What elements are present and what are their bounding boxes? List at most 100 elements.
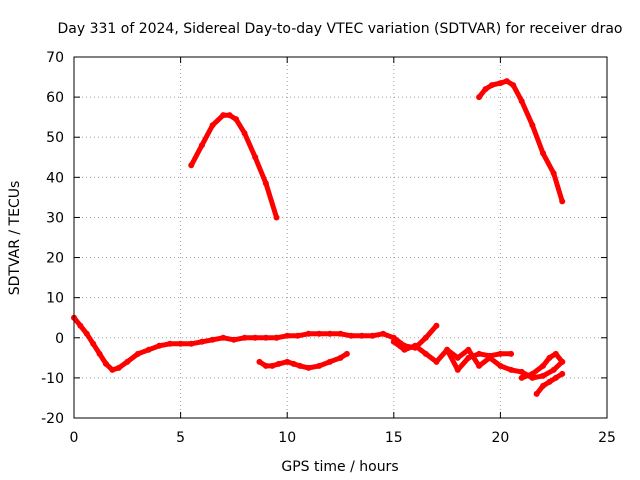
data-point <box>262 334 269 341</box>
y-tick-label: -10 <box>41 371 64 387</box>
y-tick-label: 30 <box>46 210 64 226</box>
y-tick-label: 40 <box>46 170 64 186</box>
data-point <box>305 364 312 371</box>
data-point <box>559 358 566 365</box>
data-point <box>422 334 429 341</box>
data-point <box>503 78 510 85</box>
y-tick-label: 10 <box>46 291 64 307</box>
data-point <box>540 372 547 379</box>
data-point <box>518 374 525 381</box>
data-point <box>529 122 536 129</box>
x-tick-label: 10 <box>278 430 296 446</box>
series-line-peak-arc-1 <box>188 112 279 220</box>
x-tick-label: 5 <box>176 430 185 446</box>
data-point <box>296 362 303 369</box>
data-point <box>486 354 493 361</box>
data-point <box>380 330 387 337</box>
data-point <box>241 334 248 341</box>
data-point <box>275 360 282 367</box>
data-point <box>230 336 237 343</box>
x-tick-label: 15 <box>385 430 403 446</box>
data-point <box>198 338 205 345</box>
data-point <box>77 322 84 329</box>
data-point <box>343 350 350 357</box>
data-point <box>358 332 365 339</box>
data-point <box>269 362 276 369</box>
data-point <box>546 354 553 361</box>
data-point <box>262 362 269 369</box>
data-point <box>226 112 233 119</box>
data-point <box>115 364 122 371</box>
data-point <box>550 170 557 177</box>
data-point <box>497 350 504 357</box>
tick-labels: 0 5 10 15 20 25 -20 -10 0 10 20 30 40 50 60 70 <box>41 50 616 446</box>
data-point <box>454 366 461 373</box>
data-point <box>124 358 131 365</box>
data-point <box>476 94 483 101</box>
x-tick-label: 25 <box>598 430 616 446</box>
data-point <box>529 370 536 377</box>
data-point <box>454 354 461 361</box>
data-point <box>444 346 451 353</box>
data-point <box>497 80 504 87</box>
data-point <box>241 130 248 137</box>
x-tick-label: 0 <box>70 430 79 446</box>
data-point <box>156 342 163 349</box>
data-point <box>220 334 227 341</box>
chart-title: Day 331 of 2024, Sidereal Day-to-day VTE… <box>57 21 622 37</box>
data-point <box>326 330 333 337</box>
data-point <box>294 332 301 339</box>
data-point <box>369 332 376 339</box>
data-point <box>546 378 553 385</box>
data-point <box>90 340 97 347</box>
data-point <box>433 322 440 329</box>
data-point <box>177 340 184 347</box>
data-point <box>256 358 263 365</box>
y-axis-label: SDTVAR / TECUs <box>7 181 23 296</box>
data-point <box>540 150 547 157</box>
data-point <box>559 198 566 205</box>
data-point <box>337 354 344 361</box>
data-point <box>433 358 440 365</box>
data-point <box>518 98 525 105</box>
data-point <box>83 330 90 337</box>
data-series <box>71 78 566 397</box>
data-point <box>488 82 495 89</box>
data-point <box>252 334 259 341</box>
data-point <box>102 360 109 367</box>
data-point <box>290 360 297 367</box>
data-point <box>209 122 216 129</box>
data-point <box>401 346 408 353</box>
y-tick-label: 70 <box>46 50 64 66</box>
data-point <box>316 330 323 337</box>
data-point <box>552 374 559 381</box>
data-point <box>508 350 515 357</box>
data-point <box>508 366 515 373</box>
data-point <box>482 86 489 93</box>
data-point <box>550 366 557 373</box>
data-point <box>337 330 344 337</box>
data-point <box>510 82 517 89</box>
data-point <box>109 366 116 373</box>
data-point <box>348 332 355 339</box>
data-point <box>252 154 259 161</box>
data-point <box>220 112 227 119</box>
data-point <box>284 332 291 339</box>
y-tick-label: -20 <box>41 411 64 427</box>
data-point <box>476 362 483 369</box>
data-point <box>233 116 240 123</box>
y-tick-label: 20 <box>46 251 64 267</box>
x-tick-label: 20 <box>491 430 509 446</box>
data-point <box>273 334 280 341</box>
data-point <box>422 350 429 357</box>
data-point <box>540 382 547 389</box>
y-tick-label: 50 <box>46 130 64 146</box>
data-point <box>476 350 483 357</box>
data-point <box>465 346 472 353</box>
grid-lines <box>74 57 607 418</box>
data-point <box>316 362 323 369</box>
data-point <box>273 214 280 221</box>
data-point <box>262 180 269 187</box>
